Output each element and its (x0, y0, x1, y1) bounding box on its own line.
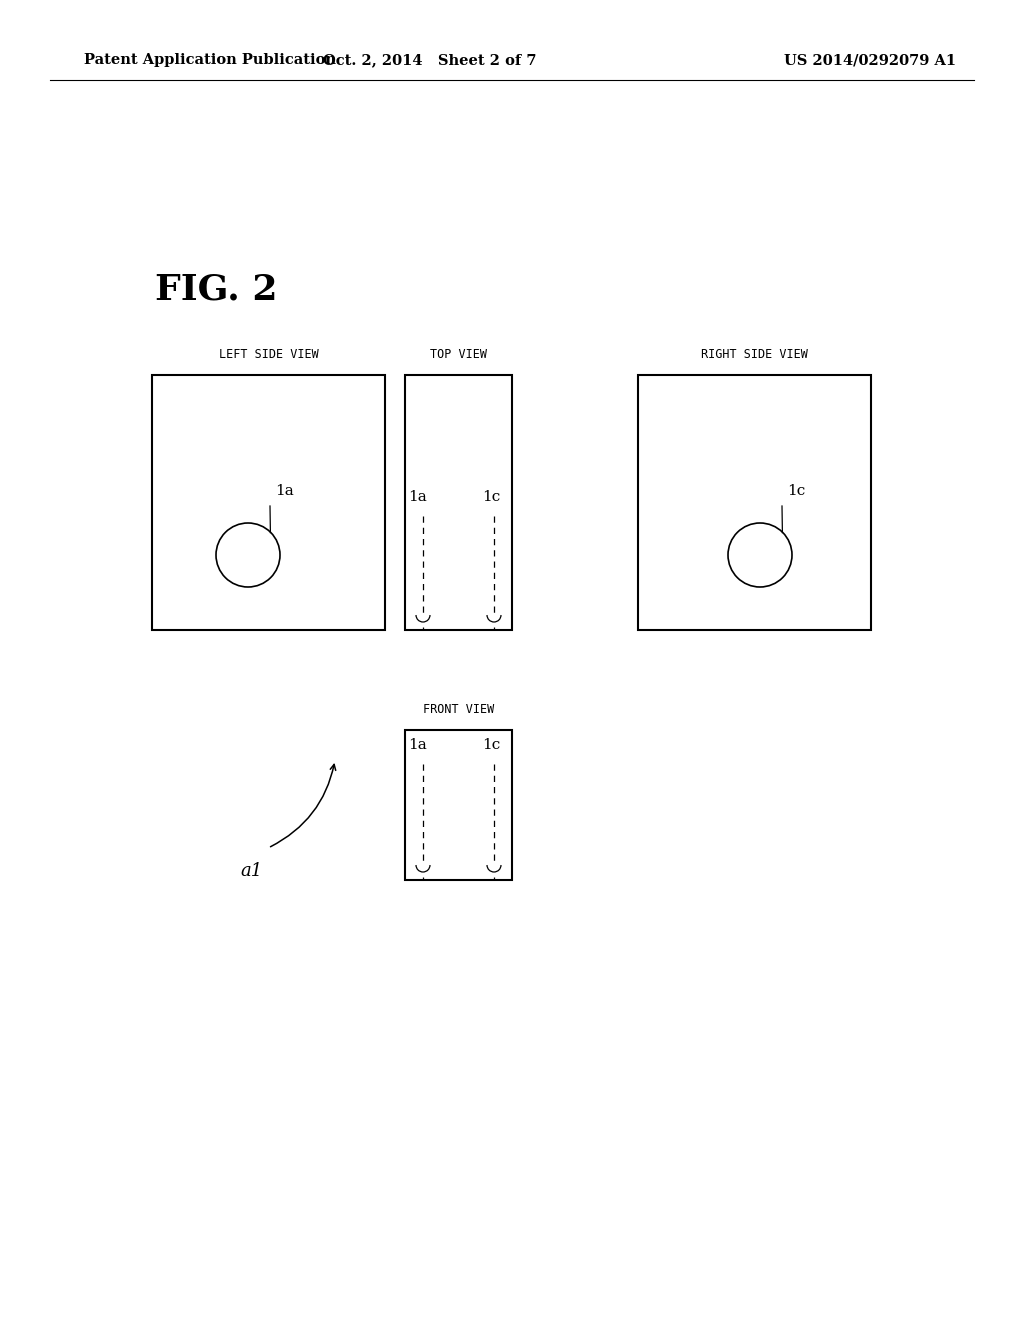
Text: 1a: 1a (275, 484, 294, 498)
Text: 1c: 1c (482, 738, 501, 752)
Text: TOP VIEW: TOP VIEW (430, 348, 487, 360)
Text: a1: a1 (241, 862, 263, 880)
Text: RIGHT SIDE VIEW: RIGHT SIDE VIEW (701, 348, 808, 360)
Text: FIG. 2: FIG. 2 (155, 273, 278, 308)
Bar (152, 375, 385, 630)
Bar (406, 375, 512, 630)
Text: LEFT SIDE VIEW: LEFT SIDE VIEW (219, 348, 318, 360)
Text: 1a: 1a (408, 738, 427, 752)
Text: FRONT VIEW: FRONT VIEW (423, 704, 495, 715)
Bar (638, 375, 871, 630)
Bar (406, 730, 512, 880)
Text: Patent Application Publication: Patent Application Publication (84, 53, 336, 67)
Text: 1a: 1a (408, 490, 427, 504)
Text: US 2014/0292079 A1: US 2014/0292079 A1 (784, 53, 956, 67)
Text: 1c: 1c (482, 490, 501, 504)
Text: 1c: 1c (787, 484, 805, 498)
Text: Oct. 2, 2014   Sheet 2 of 7: Oct. 2, 2014 Sheet 2 of 7 (324, 53, 537, 67)
